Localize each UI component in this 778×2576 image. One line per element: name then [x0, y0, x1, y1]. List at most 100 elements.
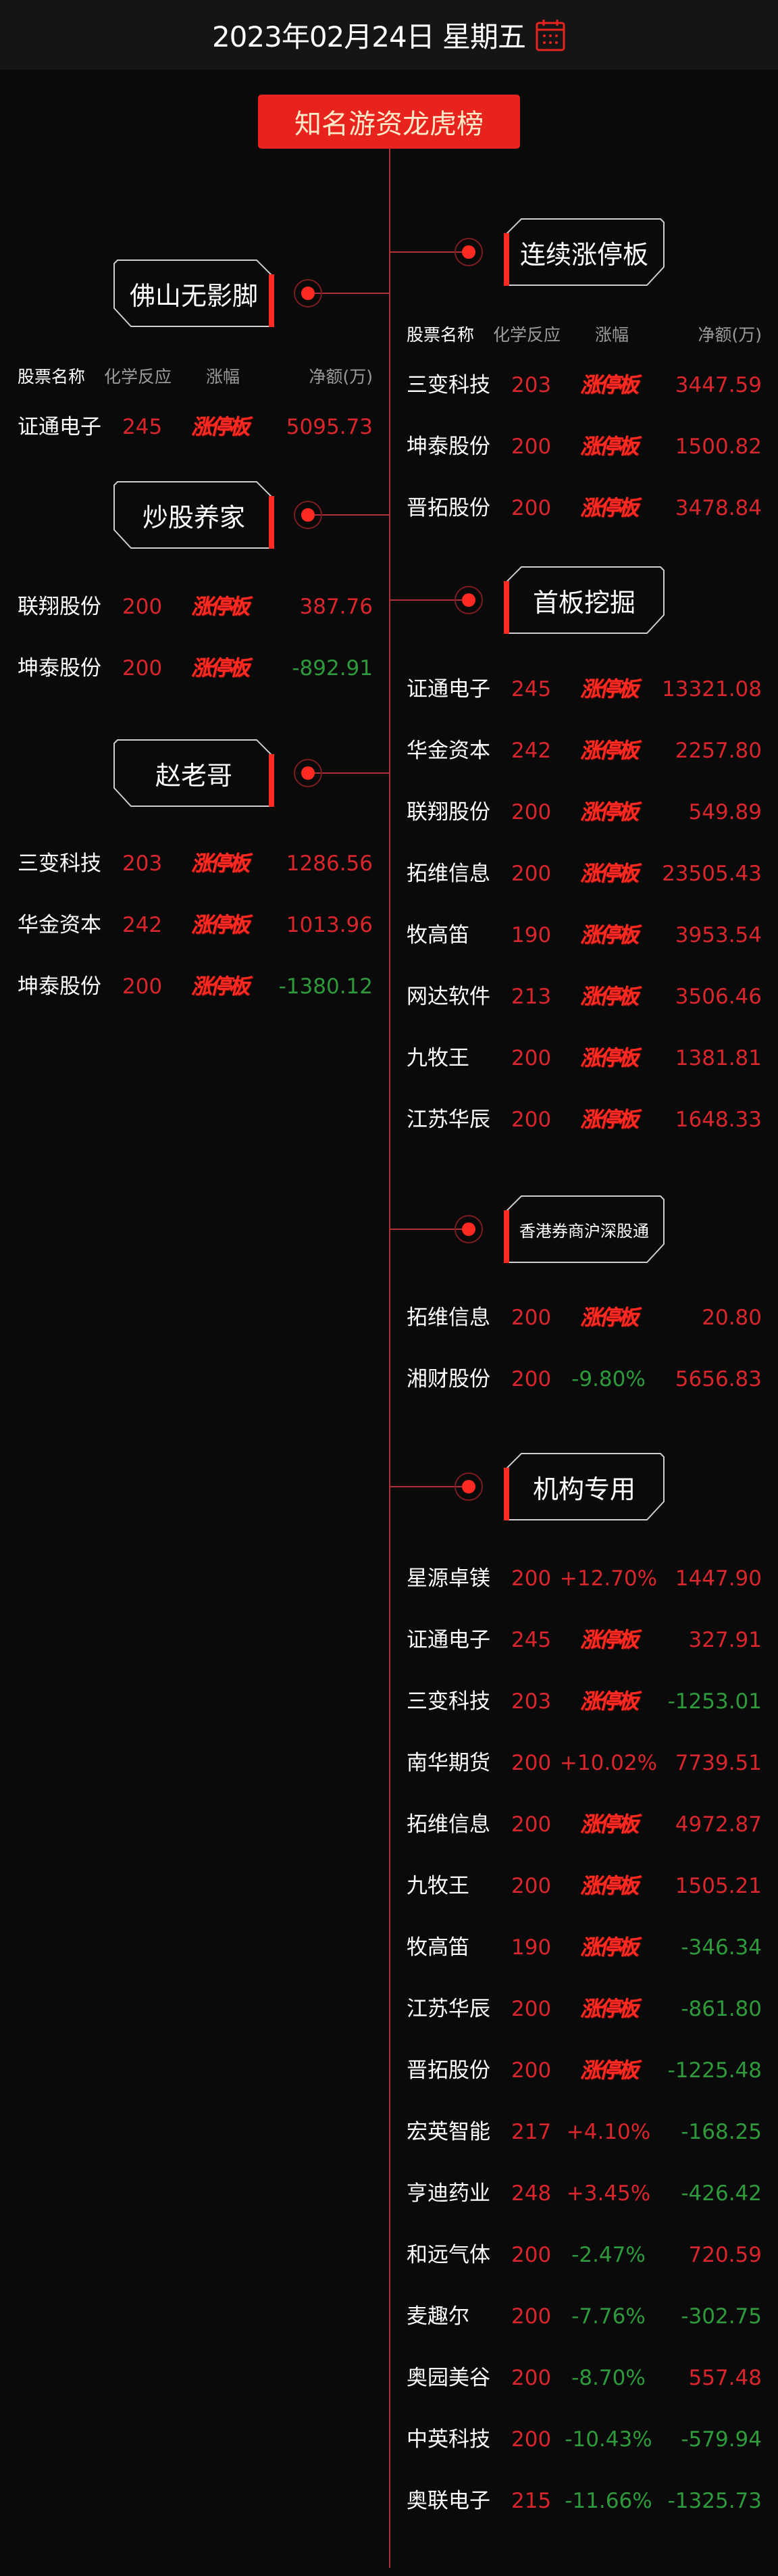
stock-name[interactable]: 证通电子	[407, 1628, 490, 1652]
stock-name[interactable]: 晋拓股份	[407, 2058, 490, 2083]
stock-table-left: 股票名称 化学反应 涨幅 净额(万) 证通电子 245 涨停板 5095.73	[0, 365, 389, 468]
stock-name[interactable]: 星源卓镁	[407, 1566, 490, 1591]
table-row[interactable]: 牧高笛 190 涨停板 -346.34	[389, 1927, 778, 1989]
stock-name[interactable]: 证通电子	[407, 677, 490, 701]
table-row[interactable]: 湘财股份 200 -9.80% 5656.83	[389, 1359, 778, 1420]
stock-name[interactable]: 三变科技	[407, 373, 490, 397]
table-row[interactable]: 九牧王 200 涨停板 1381.81	[389, 1038, 778, 1099]
stock-name[interactable]: 九牧王	[407, 1046, 469, 1070]
stock-name[interactable]: 和远气体	[407, 2243, 490, 2267]
stock-name[interactable]: 晋拓股份	[407, 496, 490, 520]
stock-name[interactable]: 湘财股份	[407, 1367, 490, 1391]
section-tag-right[interactable]: 机构专用	[504, 1453, 665, 1520]
section-tag-right[interactable]: 香港券商沪深股通	[504, 1195, 665, 1263]
table-row[interactable]: 坤泰股份 200 涨停板 1500.82	[389, 426, 778, 488]
section-title: 炒股养家	[142, 502, 245, 532]
table-row[interactable]: 中英科技 200 -10.43% -579.94	[389, 2419, 778, 2481]
table-row[interactable]: 联翔股份 200 涨停板 549.89	[389, 792, 778, 853]
change-value: 涨停板	[169, 905, 270, 945]
stock-name[interactable]: 网达软件	[407, 985, 490, 1009]
node-dot-icon	[293, 758, 323, 788]
stock-name[interactable]: 证通电子	[18, 415, 101, 439]
table-row[interactable]: 坤泰股份 200 涨停板 -1380.12	[0, 966, 389, 1028]
table-row[interactable]: 星源卓镁 200 +12.70% 1447.90	[389, 1558, 778, 1620]
stock-name[interactable]: 宏英智能	[407, 2120, 490, 2144]
table-row[interactable]: 亨迪药业 248 +3.45% -426.42	[389, 2173, 778, 2235]
table-row[interactable]: 奥联电子 215 -11.66% -1325.73	[389, 2481, 778, 2542]
stock-name[interactable]: 江苏华辰	[407, 1108, 490, 1132]
section-tag-left[interactable]: 炒股养家	[113, 481, 274, 549]
stock-name[interactable]: 坤泰股份	[18, 656, 101, 680]
stock-name[interactable]: 中英科技	[407, 2427, 490, 2452]
table-row[interactable]: 九牧王 200 涨停板 1505.21	[389, 1866, 778, 1927]
table-row[interactable]: 联翔股份 200 涨停板 387.76	[0, 587, 389, 648]
stock-name[interactable]: 牧高笛	[407, 923, 469, 947]
stock-name[interactable]: 亨迪药业	[407, 2181, 490, 2206]
net-amount: -861.80	[681, 1997, 762, 2021]
table-row[interactable]: 拓维信息 200 涨停板 4972.87	[389, 1804, 778, 1866]
section-tag-right[interactable]: 连续涨停板	[504, 218, 665, 286]
stock-name[interactable]: 南华期货	[407, 1751, 490, 1775]
reaction-value: 200	[122, 656, 163, 680]
change-value: 涨停板	[169, 843, 270, 884]
table-row[interactable]: 拓维信息 200 涨停板 20.80	[389, 1297, 778, 1359]
table-row[interactable]: 拓维信息 200 涨停板 23505.43	[389, 853, 778, 915]
net-amount: 327.91	[688, 1628, 762, 1652]
table-row[interactable]: 奥园美谷 200 -8.70% 557.48	[389, 2358, 778, 2419]
table-row[interactable]: 江苏华辰 200 涨停板 -861.80	[389, 1989, 778, 2050]
stock-name[interactable]: 三变科技	[18, 851, 101, 876]
change-value: -7.76%	[558, 2296, 659, 2337]
table-row[interactable]: 麦趣尔 200 -7.76% -302.75	[389, 2296, 778, 2358]
table-row[interactable]: 坤泰股份 200 涨停板 -892.91	[0, 648, 389, 710]
stock-name[interactable]: 坤泰股份	[18, 974, 101, 999]
table-row[interactable]: 网达软件 213 涨停板 3506.46	[389, 976, 778, 1038]
node-dot-icon	[293, 500, 323, 530]
stock-name[interactable]: 拓维信息	[407, 1812, 490, 1837]
table-row[interactable]: 晋拓股份 200 涨停板 -1225.48	[389, 2050, 778, 2112]
stock-name[interactable]: 奥联电子	[407, 2489, 490, 2513]
stock-name[interactable]: 三变科技	[407, 1689, 490, 1714]
table-row[interactable]: 宏英智能 217 +4.10% -168.25	[389, 2112, 778, 2173]
table-row[interactable]: 和远气体 200 -2.47% 720.59	[389, 2235, 778, 2296]
table-row[interactable]: 江苏华辰 200 涨停板 1648.33	[389, 1099, 778, 1161]
table-row[interactable]: 晋拓股份 200 涨停板 3478.84	[389, 488, 778, 549]
stock-name[interactable]: 九牧王	[407, 1874, 469, 1898]
table-row[interactable]: 三变科技 203 涨停板 3447.59	[389, 365, 778, 426]
change-percent: +12.70%	[559, 1566, 658, 1591]
stock-name[interactable]: 华金资本	[407, 739, 490, 763]
stock-name[interactable]: 华金资本	[18, 913, 101, 937]
stock-name[interactable]: 奥园美谷	[407, 2366, 490, 2390]
section-tag-left[interactable]: 佛山无影脚	[113, 259, 274, 327]
famous-traders-list-button[interactable]: 知名游资龙虎榜	[258, 95, 520, 149]
stock-name[interactable]: 坤泰股份	[407, 435, 490, 459]
table-row[interactable]: 牧高笛 190 涨停板 3953.54	[389, 915, 778, 976]
table-row[interactable]: 三变科技 203 涨停板 -1253.01	[389, 1681, 778, 1743]
stock-name[interactable]: 联翔股份	[18, 595, 101, 619]
stock-name[interactable]: 牧高笛	[407, 1935, 469, 1960]
table-row[interactable]: 证通电子 245 涨停板 5095.73	[0, 407, 389, 468]
reaction-value: 200	[511, 1566, 552, 1591]
stock-name[interactable]: 江苏华辰	[407, 1997, 490, 2021]
stock-name[interactable]: 联翔股份	[407, 800, 490, 824]
stock-name[interactable]: 拓维信息	[407, 1306, 490, 1330]
table-row[interactable]: 华金资本 242 涨停板 1013.96	[0, 905, 389, 966]
column-header-reaction: 化学反应	[493, 325, 561, 345]
table-row[interactable]: 证通电子 245 涨停板 13321.08	[389, 669, 778, 730]
stock-name[interactable]: 麦趣尔	[407, 2304, 469, 2329]
reaction-value: 203	[511, 373, 552, 397]
table-row[interactable]: 证通电子 245 涨停板 327.91	[389, 1620, 778, 1681]
change-value: 涨停板	[558, 488, 659, 528]
section-tag-left[interactable]: 赵老哥	[113, 739, 274, 807]
table-row[interactable]: 华金资本 242 涨停板 2257.80	[389, 730, 778, 792]
net-amount: 3506.46	[675, 985, 762, 1009]
stock-name[interactable]: 拓维信息	[407, 862, 490, 886]
change-value: 涨停板	[558, 669, 659, 710]
calendar-icon[interactable]	[535, 18, 566, 52]
node-dot-icon	[293, 278, 323, 308]
net-amount: 1013.96	[286, 913, 373, 937]
section-tag-right[interactable]: 首板挖掘	[504, 566, 665, 634]
table-row[interactable]: 三变科技 203 涨停板 1286.56	[0, 843, 389, 905]
change-value: 涨停板	[558, 1866, 659, 1906]
limit-up-badge: 涨停板	[580, 1874, 639, 1898]
table-row[interactable]: 南华期货 200 +10.02% 7739.51	[389, 1743, 778, 1804]
